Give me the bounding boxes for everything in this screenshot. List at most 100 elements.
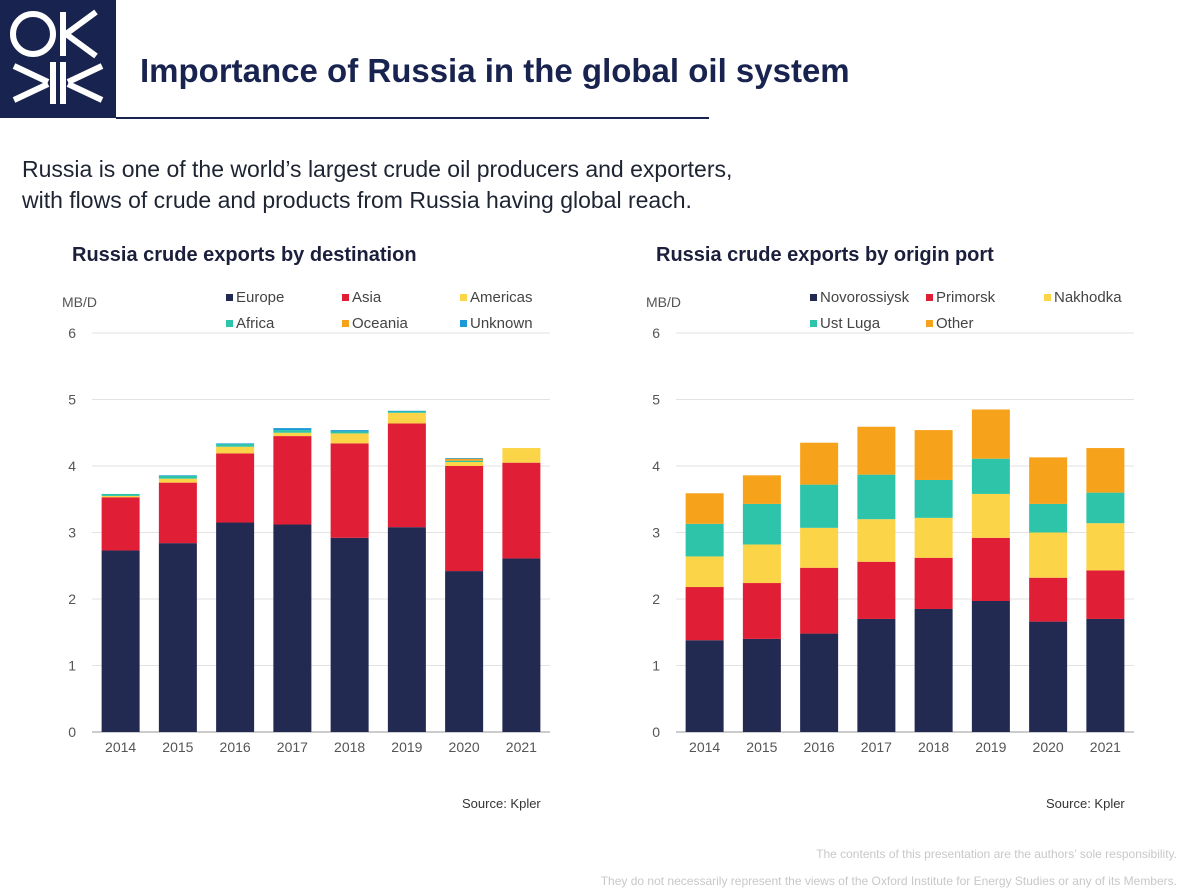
x-tick-label: 2018 — [334, 739, 365, 755]
bar-segment-nakhodka-2014 — [685, 556, 724, 588]
bar-segment-europe-2019 — [387, 527, 426, 732]
bar-segment-novorossiysk-2017 — [857, 618, 896, 732]
legend-swatch-europe — [226, 294, 233, 301]
bar-segment-ust-luga-2018 — [914, 479, 953, 518]
bar-segment-primorsk-2014 — [685, 587, 724, 641]
y-tick-label: 6 — [68, 325, 76, 341]
bar-segment-africa-2017 — [273, 430, 312, 433]
bar-segment-ust-luga-2020 — [1029, 503, 1068, 533]
bar-segment-primorsk-2018 — [914, 557, 953, 609]
bar-segment-ust-luga-2019 — [971, 458, 1010, 494]
bar-segment-asia-2020 — [445, 466, 484, 572]
bar-segment-nakhodka-2018 — [914, 517, 953, 558]
x-tick-label: 2021 — [506, 739, 537, 755]
legend-label-europe: Europe — [236, 289, 284, 306]
y-axis-label: MB/D — [62, 294, 97, 310]
bar-segment-africa-2019 — [387, 411, 426, 413]
bar-segment-americas-2021 — [502, 448, 541, 463]
x-tick-label: 2020 — [449, 739, 480, 755]
bar-segment-americas-2017 — [273, 432, 312, 437]
bar-segment-novorossiysk-2021 — [1086, 618, 1125, 732]
bar-segment-asia-2019 — [387, 423, 426, 528]
disclaimer-line-1: The contents of this presentation are th… — [816, 847, 1177, 861]
legend-label-ust-luga: Ust Luga — [820, 315, 881, 332]
bar-segment-africa-2016 — [216, 444, 255, 447]
x-tick-label: 2016 — [220, 739, 251, 755]
y-tick-label: 0 — [652, 724, 660, 740]
bar-segment-asia-2014 — [101, 497, 140, 551]
x-tick-label: 2018 — [918, 739, 949, 755]
legend-swatch-africa — [226, 320, 233, 327]
bar-segment-ust-luga-2014 — [685, 523, 724, 557]
bar-segment-ust-luga-2016 — [800, 484, 839, 528]
bar-segment-other-2016 — [800, 442, 839, 485]
bar-segment-africa-2014 — [101, 493, 140, 496]
y-tick-label: 5 — [68, 392, 76, 408]
bar-segment-primorsk-2019 — [971, 537, 1010, 601]
bar-segment-nakhodka-2020 — [1029, 532, 1068, 578]
y-tick-label: 2 — [652, 591, 660, 607]
bar-segment-nakhodka-2019 — [971, 493, 1010, 538]
bar-segment-europe-2016 — [216, 522, 255, 732]
x-tick-label: 2017 — [861, 739, 892, 755]
bar-segment-primorsk-2016 — [800, 567, 839, 634]
bar-segment-unknown-2019 — [387, 410, 426, 412]
x-tick-label: 2015 — [162, 739, 193, 755]
legend-swatch-primorsk — [926, 294, 933, 301]
y-tick-label: 1 — [652, 658, 660, 674]
x-tick-label: 2020 — [1033, 739, 1064, 755]
bar-segment-novorossiysk-2016 — [800, 633, 839, 732]
y-tick-label: 3 — [68, 525, 76, 541]
x-tick-label: 2021 — [1090, 739, 1121, 755]
x-tick-label: 2015 — [746, 739, 777, 755]
legend-label-asia: Asia — [352, 289, 382, 306]
bar-segment-novorossiysk-2015 — [742, 638, 781, 732]
bar-segment-nakhodka-2017 — [857, 519, 896, 562]
bar-segment-unknown-2015 — [158, 475, 197, 476]
bar-segment-africa-2020 — [445, 460, 484, 463]
subtitle-line-2: with flows of crude and products from Ru… — [22, 187, 692, 213]
bar-segment-other-2015 — [742, 475, 781, 504]
bar-segment-americas-2019 — [387, 412, 426, 424]
y-tick-label: 2 — [68, 591, 76, 607]
legend-swatch-ust-luga — [810, 320, 817, 327]
y-tick-label: 5 — [652, 392, 660, 408]
disclaimer-line-2: They do not necessarily represent the vi… — [600, 874, 1177, 888]
bar-segment-unknown-2017 — [273, 428, 312, 431]
legend-swatch-other — [926, 320, 933, 327]
source-left: Source: Kpler — [462, 796, 541, 811]
bar-segment-europe-2014 — [101, 550, 140, 732]
legend-label-other: Other — [936, 315, 974, 332]
y-tick-label: 0 — [68, 724, 76, 740]
bar-segment-novorossiysk-2020 — [1029, 621, 1068, 732]
bar-segment-primorsk-2021 — [1086, 570, 1125, 619]
y-tick-label: 6 — [652, 325, 660, 341]
chart-title-destination: Russia crude exports by destination — [72, 244, 417, 266]
oies-logo — [0, 0, 116, 118]
legend-label-africa: Africa — [236, 315, 275, 332]
y-tick-label: 4 — [68, 458, 76, 474]
bar-segment-americas-2014 — [101, 495, 140, 498]
bar-segment-americas-2020 — [445, 462, 484, 466]
bar-segment-europe-2015 — [158, 543, 197, 732]
bar-segment-ust-luga-2015 — [742, 503, 781, 545]
bar-segment-ust-luga-2017 — [857, 474, 896, 520]
chart-origin-port: MB/D 0 1 2 3 4 5 6 2014 2015 2016 2017 2018 2019 2020 2… — [646, 289, 1134, 755]
bar-segment-other-2020 — [1029, 457, 1068, 504]
bar-segment-asia-2015 — [158, 482, 197, 544]
bar-segment-other-2014 — [685, 493, 724, 524]
y-axis-label: MB/D — [646, 294, 681, 310]
bar-segment-africa-2015 — [158, 475, 197, 479]
x-tick-label: 2016 — [804, 739, 835, 755]
x-tick-label: 2019 — [391, 739, 422, 755]
bar-segment-europe-2021 — [502, 558, 541, 732]
bar-segment-asia-2016 — [216, 453, 255, 523]
legend-label-americas: Americas — [470, 289, 533, 306]
bar-segment-asia-2021 — [502, 462, 541, 559]
legend-swatch-asia — [342, 294, 349, 301]
bar-segment-other-2019 — [971, 409, 1010, 459]
subtitle: Russia is one of the world’s largest cru… — [22, 154, 922, 216]
bar-segment-other-2021 — [1086, 448, 1125, 493]
legend-label-novorossiysk: Novorossiysk — [820, 289, 910, 306]
x-tick-label: 2019 — [975, 739, 1006, 755]
